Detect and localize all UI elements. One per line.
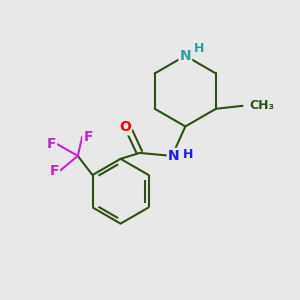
Text: N: N (168, 149, 179, 163)
Text: H: H (182, 148, 193, 161)
Text: F: F (50, 164, 59, 178)
Text: CH₃: CH₃ (250, 99, 275, 112)
Text: O: O (119, 120, 131, 134)
Text: N: N (179, 49, 191, 63)
Text: H: H (194, 42, 204, 55)
Text: F: F (83, 130, 93, 144)
Text: F: F (46, 137, 56, 151)
